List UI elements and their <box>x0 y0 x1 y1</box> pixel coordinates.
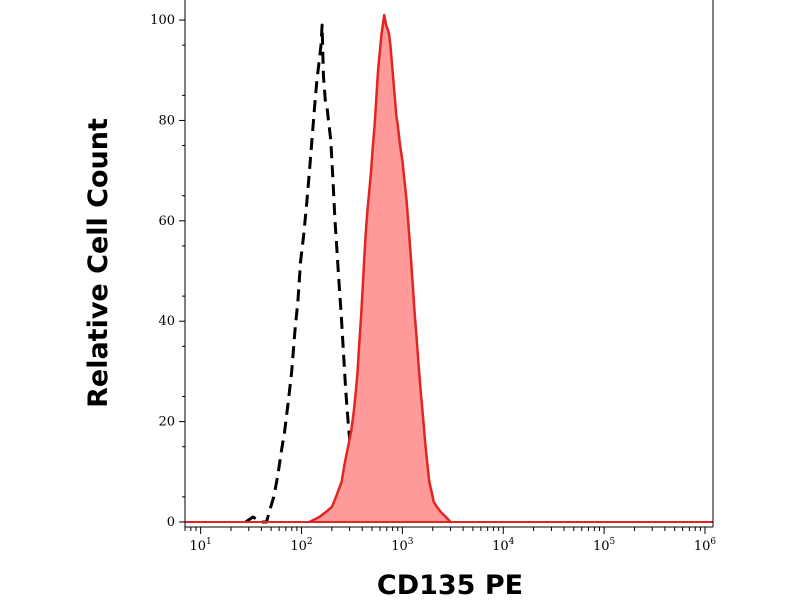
y-tick-label-5: 100 <box>150 13 175 28</box>
ticks-layer: 0 20 40 60 80 100 101 102 103 104 105 106 <box>150 13 716 554</box>
series-0-line <box>244 23 367 524</box>
series-layer <box>185 13 713 524</box>
x-tick-label-4: 105 <box>593 537 616 554</box>
y-axis-label: Relative Cell Count <box>83 118 114 408</box>
y-tick-label-4: 80 <box>158 113 175 128</box>
y-tick-label-2: 40 <box>158 314 175 329</box>
y-tick-label-0: 0 <box>167 515 175 530</box>
x-axis-label: CD135 PE <box>377 570 523 600</box>
y-tick-label-1: 20 <box>158 415 175 430</box>
axes-layer <box>184 0 714 528</box>
x-tick-label-5: 106 <box>694 537 717 554</box>
x-tick-label-1: 102 <box>290 537 312 554</box>
series-1-fill <box>309 15 451 522</box>
y-tick-label-3: 60 <box>158 214 175 229</box>
series-1-line <box>308 13 452 524</box>
x-tick-label-0: 101 <box>189 537 211 554</box>
x-tick-label-3: 104 <box>492 537 515 554</box>
x-tick-label-2: 103 <box>391 537 414 554</box>
